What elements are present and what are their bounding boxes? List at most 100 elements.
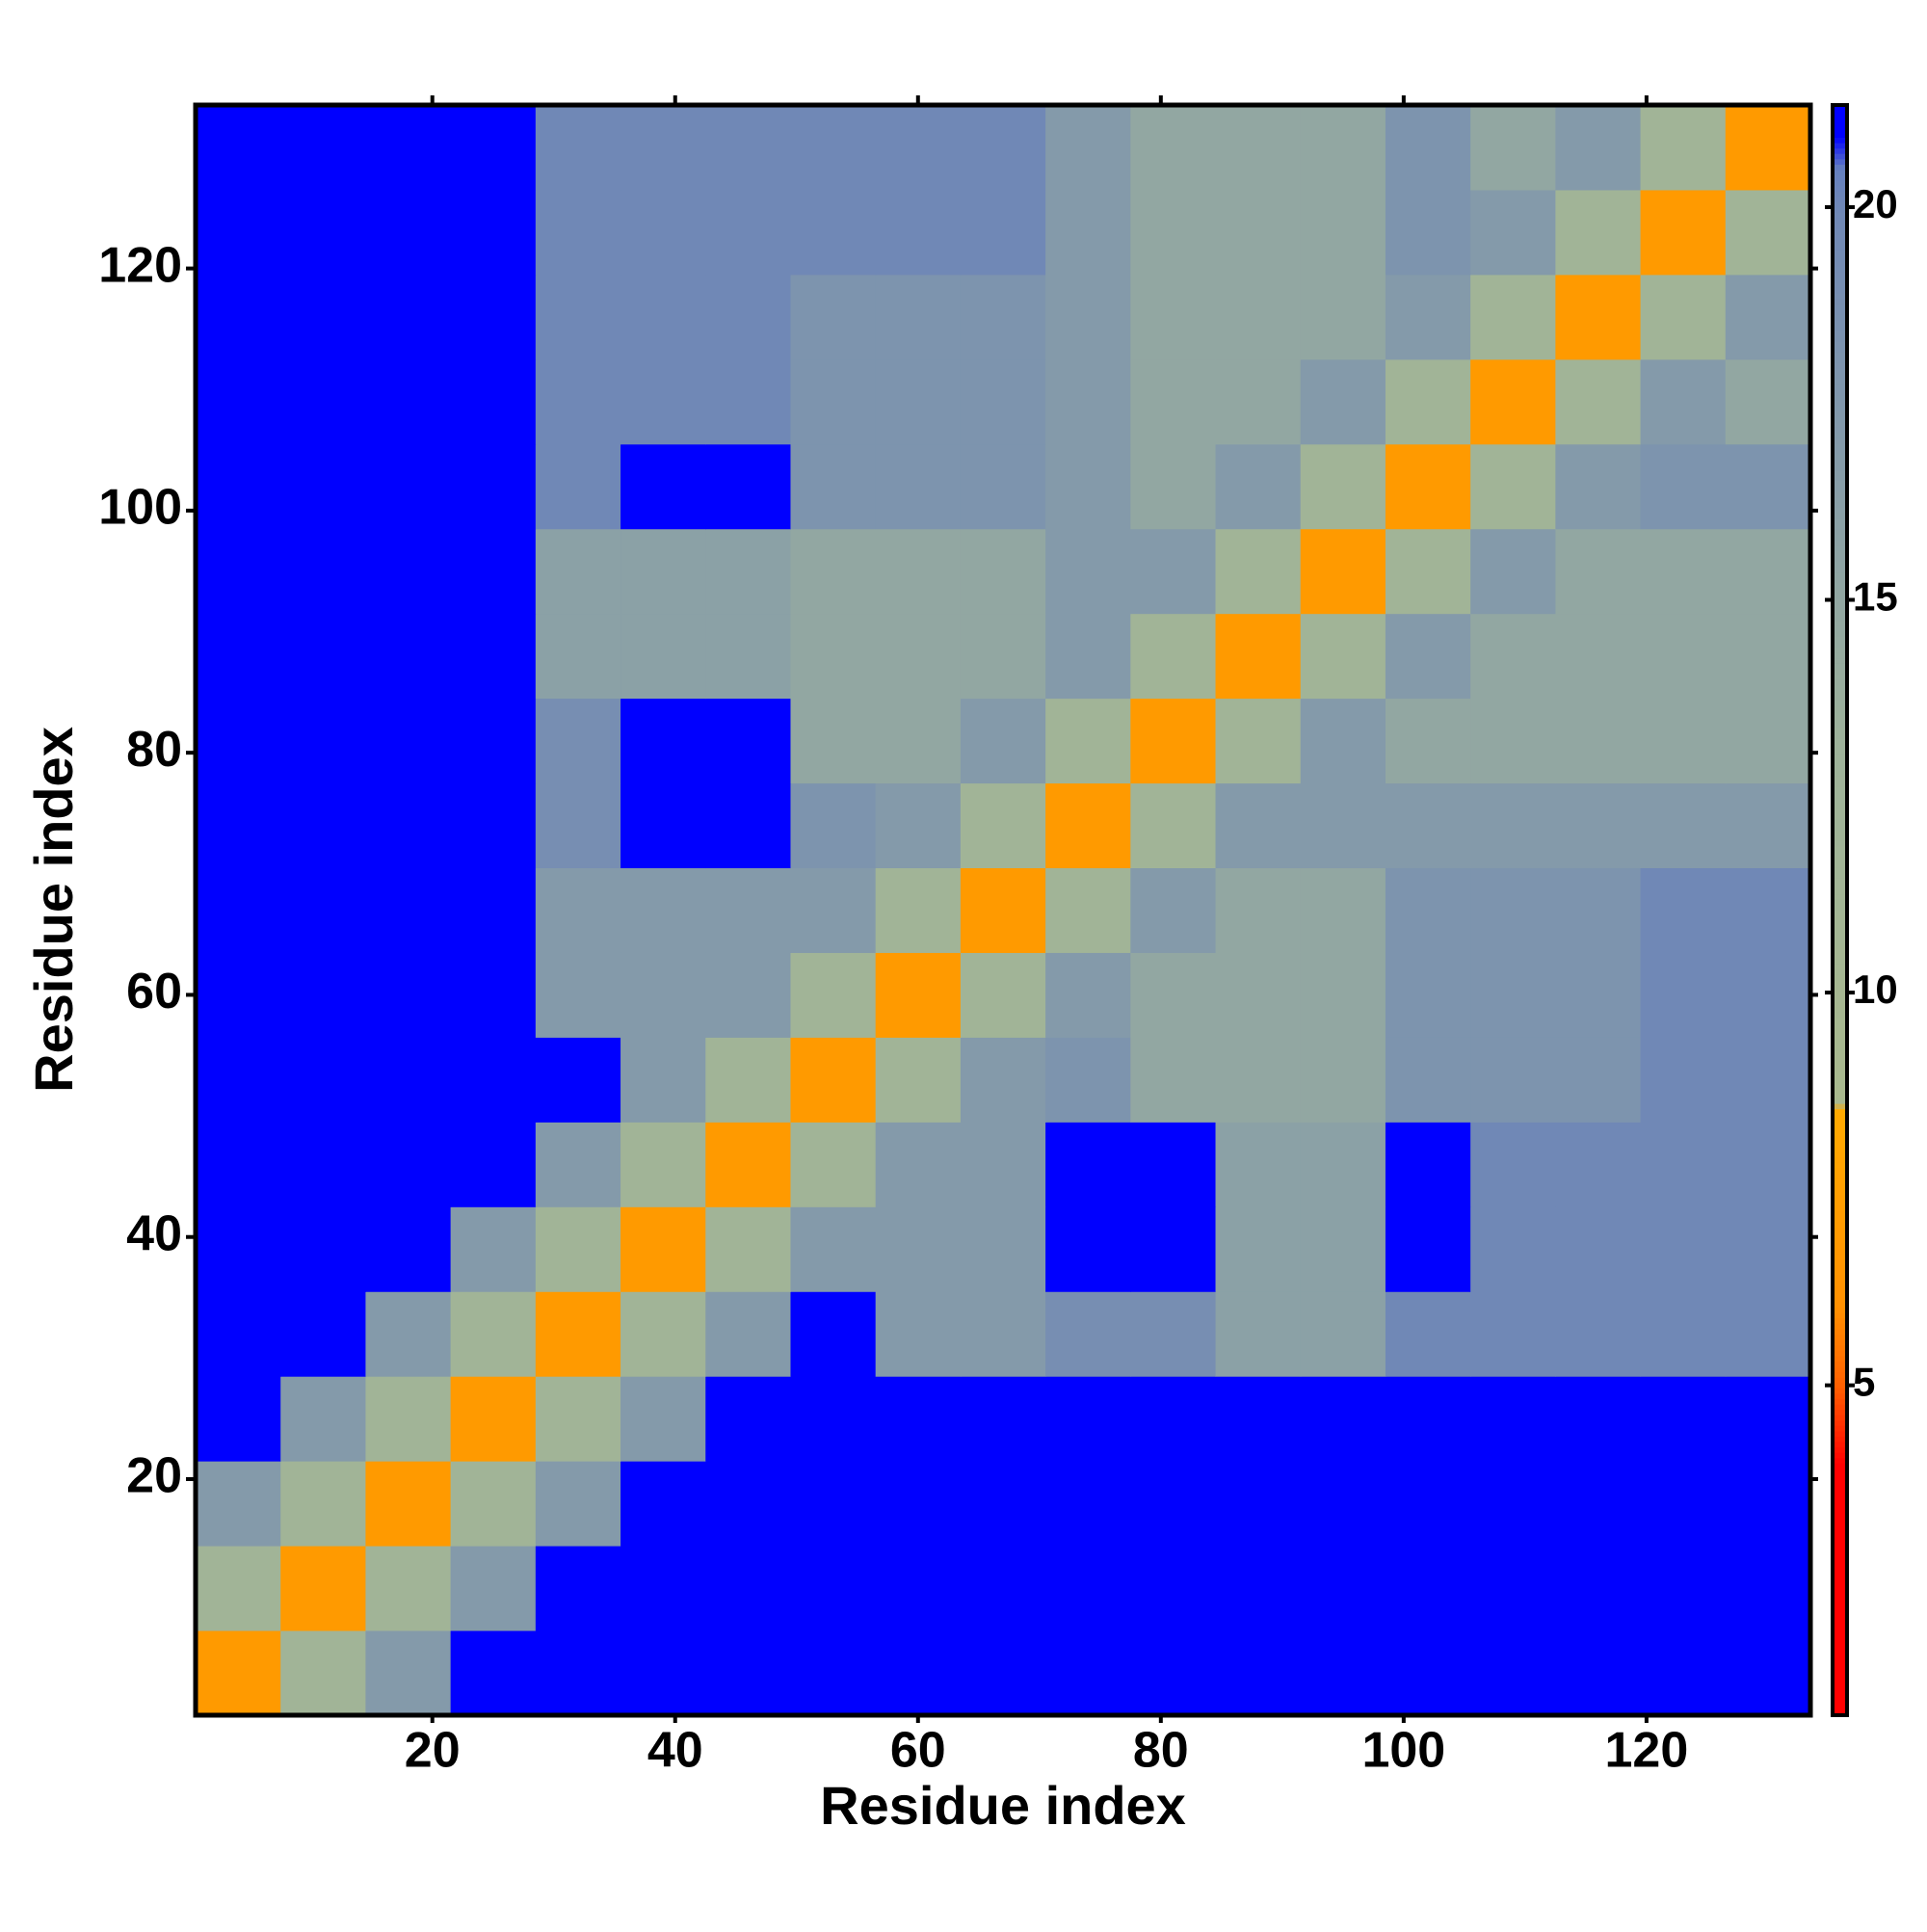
heatmap-cell <box>875 1122 962 1207</box>
heatmap-cell <box>1640 358 1727 445</box>
colorbar-segment <box>1833 571 1847 578</box>
heatmap-cell <box>1130 952 1217 1038</box>
colorbar-segment <box>1833 759 1847 766</box>
colorbar-segment <box>1833 630 1847 638</box>
heatmap-cell <box>1215 528 1302 615</box>
heatmap-cell <box>1555 1122 1642 1207</box>
heatmap-cell <box>790 105 877 191</box>
heatmap-cell <box>280 782 366 869</box>
heatmap-cell <box>960 952 1046 1038</box>
colorbar-segment <box>1833 1200 1847 1206</box>
heatmap-cell <box>450 698 537 784</box>
colorbar-segment <box>1833 1237 1847 1244</box>
heatmap-cell <box>705 698 791 784</box>
heatmap-cell <box>620 698 706 784</box>
y-tick-label: 100 <box>98 480 182 536</box>
colorbar-segment <box>1833 421 1847 428</box>
heatmap-cell <box>1215 698 1302 784</box>
colorbar-segment <box>1833 223 1847 229</box>
colorbar-segment <box>1833 335 1847 342</box>
colorbar-segment <box>1833 829 1847 836</box>
colorbar-segment <box>1833 705 1847 713</box>
heatmap-cell <box>1045 867 1131 953</box>
colorbar-segment <box>1833 1269 1847 1276</box>
colorbar-segment <box>1833 250 1847 256</box>
heatmap-cell <box>1045 698 1131 784</box>
heatmap-cell <box>960 105 1046 191</box>
colorbar-segment <box>1833 304 1847 310</box>
colorbar-segment <box>1833 722 1847 728</box>
heatmap-cell <box>1130 274 1217 360</box>
heatmap-cell <box>875 1376 962 1462</box>
heatmap-cell <box>1640 1206 1727 1292</box>
heatmap-cell <box>790 1461 877 1547</box>
heatmap-cell <box>196 1037 281 1123</box>
colorbar-segment <box>1833 851 1847 858</box>
heatmap-cell <box>1640 105 1727 191</box>
heatmap-cell <box>365 105 452 191</box>
colorbar-segment <box>1833 1478 1847 1486</box>
colorbar-segment <box>1833 308 1847 315</box>
colorbar-segment <box>1833 169 1847 176</box>
heatmap-cell <box>196 105 281 191</box>
heatmap-cell <box>196 613 281 700</box>
heatmap-cell <box>1385 1206 1471 1292</box>
heatmap-cell <box>196 867 281 953</box>
colorbar-segment <box>1833 1323 1847 1330</box>
heatmap-cell <box>620 613 706 700</box>
heatmap-cell <box>1725 358 1811 445</box>
heatmap-cell <box>790 782 877 869</box>
heatmap-cell <box>1640 1037 1727 1123</box>
heatmap-cell <box>196 1291 281 1377</box>
heatmap-cell <box>1300 1546 1386 1631</box>
heatmap-cell <box>620 189 706 276</box>
colorbar-segment <box>1833 1227 1847 1233</box>
colorbar-segment <box>1833 813 1847 820</box>
heatmap-cell <box>1215 1037 1302 1123</box>
colorbar-segment <box>1833 1655 1847 1662</box>
heatmap-cell <box>1470 613 1556 700</box>
heatmap-cell <box>705 189 791 276</box>
colorbar-segment <box>1833 577 1847 584</box>
colorbar-segment <box>1833 1415 1847 1421</box>
heatmap-cell <box>1640 1630 1727 1716</box>
x-tick-label: 100 <box>1361 1723 1445 1779</box>
colorbar-segment <box>1833 786 1847 793</box>
heatmap-cell <box>1555 952 1642 1038</box>
colorbar-segment <box>1833 1098 1847 1104</box>
colorbar-segment <box>1833 1661 1847 1668</box>
colorbar-segment <box>1833 287 1847 294</box>
colorbar-segment <box>1833 1409 1847 1416</box>
colorbar-segment <box>1833 137 1847 144</box>
colorbar-segment <box>1833 1553 1847 1561</box>
heatmap-cell <box>535 698 621 784</box>
heatmap-cell <box>1555 443 1642 530</box>
colorbar-segment <box>1833 791 1847 799</box>
heatmap-cell <box>1045 1122 1131 1207</box>
colorbar-segment <box>1833 1119 1847 1125</box>
x-tick-label: 120 <box>1604 1723 1688 1779</box>
colorbar-segment <box>1833 164 1847 171</box>
colorbar-segment <box>1833 609 1847 616</box>
heatmap-cell <box>450 1037 537 1123</box>
heatmap-cell <box>1130 1630 1217 1716</box>
colorbar-segment <box>1833 1264 1847 1271</box>
heatmap-cell <box>1555 782 1642 869</box>
heatmap-cell <box>1130 698 1217 784</box>
heatmap-cell <box>365 1291 452 1377</box>
colorbar-segment <box>1833 341 1847 348</box>
colorbar-segment <box>1833 1242 1847 1250</box>
heatmap-cell <box>1045 528 1131 615</box>
heatmap-cell <box>450 189 537 276</box>
colorbar-segment <box>1833 147 1847 154</box>
colorbar-segment <box>1833 716 1847 724</box>
heatmap-cell <box>790 1206 877 1292</box>
heatmap-cell <box>960 1037 1046 1123</box>
heatmap-cell <box>1470 105 1556 191</box>
colorbar-segment <box>1833 1398 1847 1405</box>
colorbar-segment <box>1833 1221 1847 1228</box>
heatmap-cell <box>1215 358 1302 445</box>
heatmap-cell <box>960 1546 1046 1631</box>
y-tick-label: 120 <box>98 237 182 293</box>
colorbar-segment <box>1833 405 1847 412</box>
